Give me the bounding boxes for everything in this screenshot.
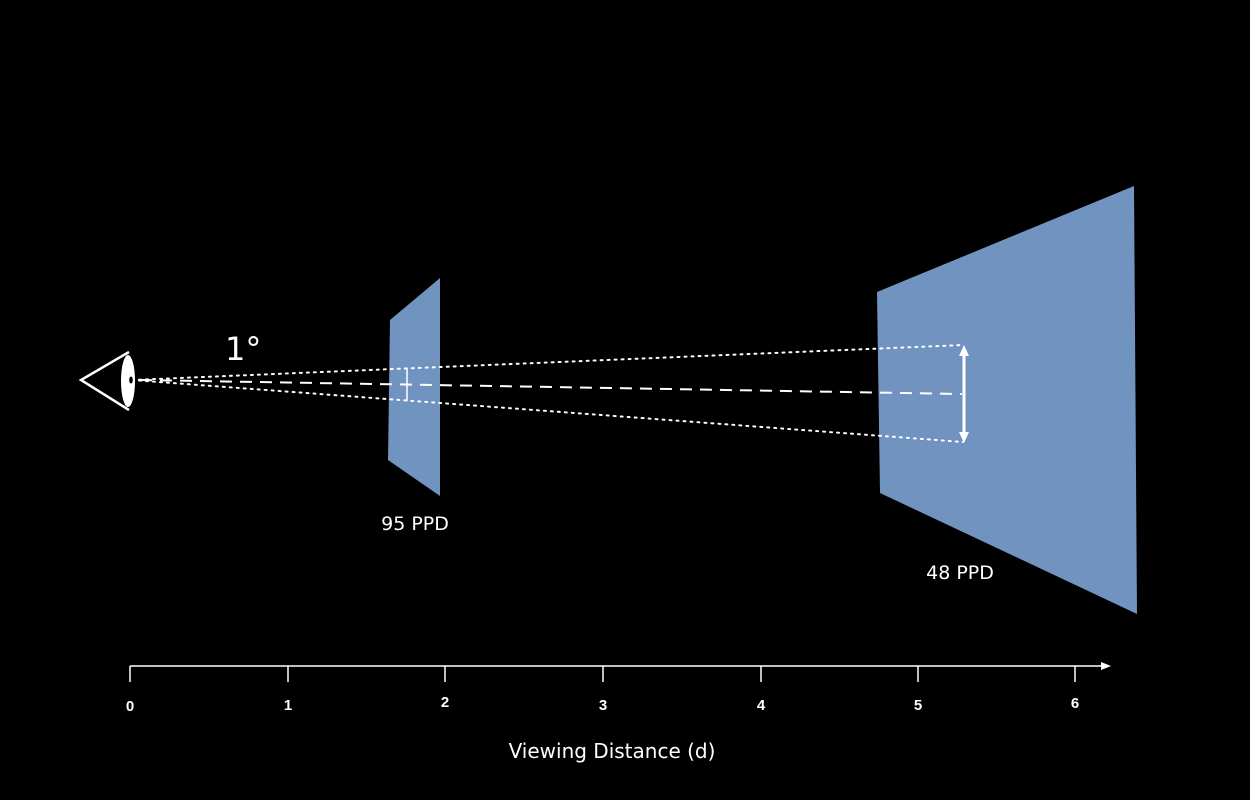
far-span-arrowhead-top <box>959 345 969 356</box>
axis-tick-label: 2 <box>441 694 449 711</box>
distance-axis: 0 1 2 3 4 5 6 Viewing Distance (d) <box>126 662 1111 763</box>
eye-icon <box>78 350 135 412</box>
axis-tick-label: 0 <box>126 698 134 715</box>
far-span-arrowhead-bottom <box>959 432 969 443</box>
axis-arrowhead <box>1101 662 1111 670</box>
axis-title: Viewing Distance (d) <box>509 739 716 763</box>
axis-tick-label: 5 <box>914 697 922 714</box>
fov-lower-line <box>131 379 964 443</box>
near-screen-panel <box>388 278 440 496</box>
axis-tick-label: 1 <box>284 697 292 714</box>
far-screen-panel <box>877 186 1137 614</box>
axis-tick-label: 4 <box>757 697 766 714</box>
axis-tick-label: 6 <box>1071 695 1079 712</box>
angle-label: 1° <box>225 330 261 368</box>
sight-line <box>139 379 963 395</box>
far-ppd-label: 48 PPD <box>926 562 994 584</box>
near-ppd-label: 95 PPD <box>381 513 449 535</box>
fov-upper-line <box>131 344 964 381</box>
axis-tick-label: 3 <box>599 697 607 714</box>
